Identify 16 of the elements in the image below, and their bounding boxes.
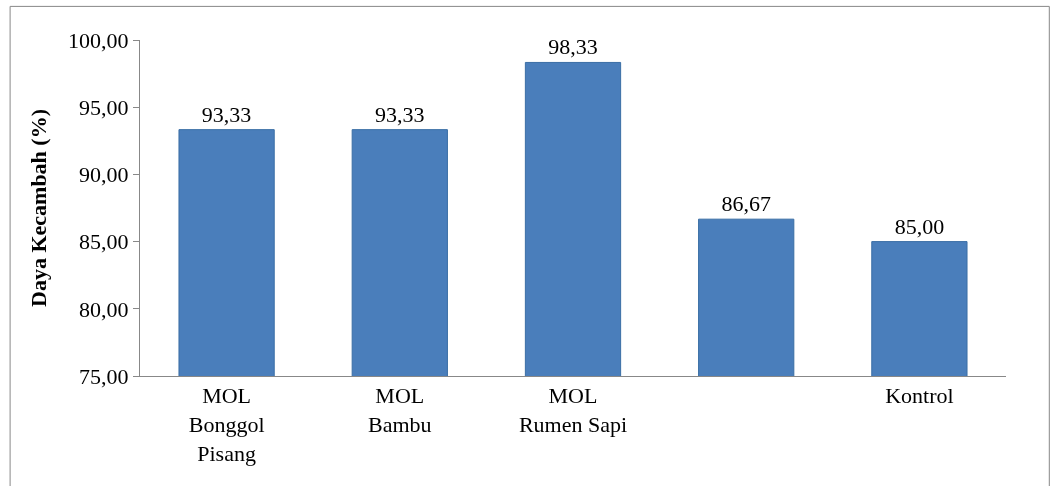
y-tick-label: 80,00 bbox=[79, 296, 129, 322]
y-tick-label: 75,00 bbox=[79, 363, 129, 389]
y-tick-label: 90,00 bbox=[79, 162, 129, 188]
x-tick-label: MOL Bambu bbox=[368, 383, 432, 437]
x-tick-label: MOL Bonggol Pisang bbox=[188, 383, 265, 466]
y-tick-label: 95,00 bbox=[79, 94, 129, 120]
x-tick-label: MOL Rumen Sapi bbox=[518, 383, 628, 437]
data-label: 85,00 bbox=[894, 213, 945, 239]
y-tick-label: 85,00 bbox=[79, 229, 129, 255]
data-label: 86,67 bbox=[721, 191, 771, 217]
data-label: 93,33 bbox=[375, 101, 425, 127]
data-label: 93,33 bbox=[201, 101, 252, 127]
data-label: 98,33 bbox=[548, 34, 598, 60]
y-axis-title: Daya Kecambah (%) bbox=[25, 109, 51, 307]
y-tick-label: 100,00 bbox=[68, 27, 129, 53]
x-tick-label: Kontrol bbox=[885, 383, 954, 409]
